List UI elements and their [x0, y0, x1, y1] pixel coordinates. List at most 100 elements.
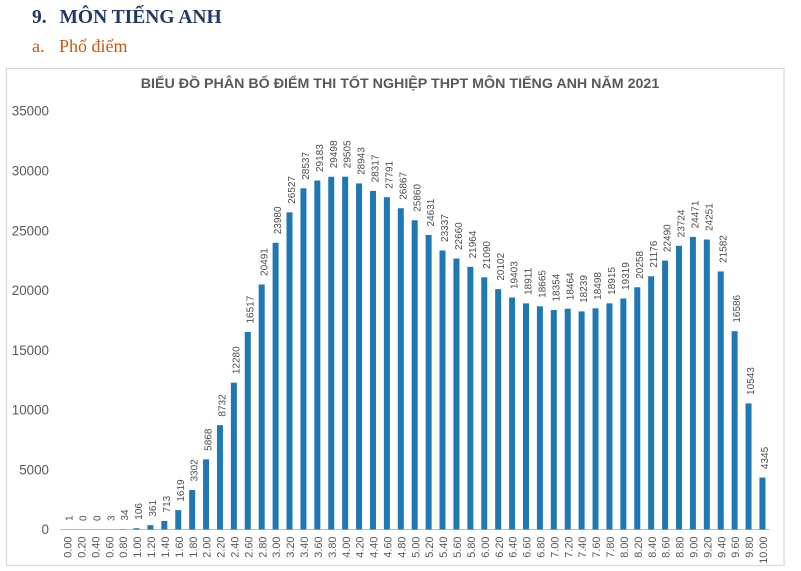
- svg-text:18354: 18354: [551, 273, 562, 301]
- svg-text:19403: 19403: [510, 261, 521, 289]
- svg-text:10.00: 10.00: [758, 537, 770, 564]
- svg-text:20000: 20000: [12, 283, 49, 298]
- svg-text:22490: 22490: [663, 224, 674, 252]
- svg-text:24631: 24631: [426, 198, 437, 226]
- svg-text:12280: 12280: [231, 346, 242, 374]
- svg-text:1.40: 1.40: [160, 537, 172, 558]
- svg-text:1.80: 1.80: [188, 537, 200, 558]
- svg-text:0.00: 0.00: [63, 537, 75, 558]
- svg-text:28317: 28317: [371, 154, 382, 182]
- svg-text:19319: 19319: [621, 262, 632, 290]
- svg-text:35000: 35000: [12, 104, 49, 119]
- svg-text:3.20: 3.20: [285, 537, 297, 558]
- svg-text:4.40: 4.40: [369, 537, 381, 558]
- svg-text:1619: 1619: [176, 479, 187, 502]
- svg-text:8.20: 8.20: [633, 537, 645, 558]
- svg-text:4.80: 4.80: [396, 537, 408, 558]
- svg-text:6.80: 6.80: [536, 537, 548, 558]
- svg-text:25860: 25860: [412, 184, 423, 212]
- svg-text:7.20: 7.20: [563, 537, 575, 558]
- svg-text:8.40: 8.40: [647, 537, 659, 558]
- svg-text:4.60: 4.60: [382, 537, 394, 558]
- svg-text:7.60: 7.60: [591, 537, 603, 558]
- svg-text:0: 0: [78, 515, 89, 521]
- svg-text:29183: 29183: [315, 144, 326, 172]
- svg-text:21582: 21582: [718, 235, 729, 263]
- svg-text:5.20: 5.20: [424, 537, 436, 558]
- svg-text:2.80: 2.80: [257, 537, 269, 558]
- svg-text:18498: 18498: [593, 272, 604, 300]
- svg-text:5.00: 5.00: [410, 537, 422, 558]
- svg-text:106: 106: [134, 503, 145, 520]
- svg-text:10000: 10000: [12, 403, 49, 418]
- svg-text:6.60: 6.60: [522, 537, 534, 558]
- svg-text:20102: 20102: [496, 252, 507, 280]
- svg-text:9.00: 9.00: [689, 537, 701, 558]
- svg-text:23980: 23980: [273, 206, 284, 234]
- svg-text:24251: 24251: [704, 203, 715, 231]
- svg-text:2.00: 2.00: [202, 537, 214, 558]
- svg-text:16517: 16517: [245, 295, 256, 323]
- svg-text:2.20: 2.20: [216, 537, 228, 558]
- svg-text:0: 0: [92, 515, 103, 521]
- svg-text:4.00: 4.00: [341, 537, 353, 558]
- svg-text:24471: 24471: [691, 200, 702, 228]
- svg-text:10543: 10543: [746, 367, 757, 395]
- svg-text:20491: 20491: [259, 248, 270, 276]
- svg-text:0.40: 0.40: [90, 537, 102, 558]
- svg-text:26527: 26527: [287, 176, 298, 204]
- svg-text:7.80: 7.80: [605, 537, 617, 558]
- svg-text:9.60: 9.60: [730, 537, 742, 558]
- svg-text:4345: 4345: [760, 446, 771, 469]
- svg-text:5.60: 5.60: [452, 537, 464, 558]
- svg-text:9.40: 9.40: [716, 537, 728, 558]
- svg-text:0.20: 0.20: [76, 537, 88, 558]
- svg-text:18665: 18665: [538, 270, 549, 298]
- svg-text:20258: 20258: [635, 251, 646, 279]
- svg-text:0.80: 0.80: [118, 537, 130, 558]
- svg-text:26867: 26867: [398, 172, 409, 200]
- svg-text:1.00: 1.00: [132, 537, 144, 558]
- svg-text:3.80: 3.80: [327, 537, 339, 558]
- svg-text:7.40: 7.40: [577, 537, 589, 558]
- svg-text:2.60: 2.60: [243, 537, 255, 558]
- svg-text:15000: 15000: [12, 343, 49, 358]
- svg-text:23337: 23337: [440, 214, 451, 242]
- svg-text:3.40: 3.40: [299, 537, 311, 558]
- svg-text:4.20: 4.20: [355, 537, 367, 558]
- svg-text:713: 713: [162, 495, 173, 512]
- svg-text:21964: 21964: [468, 230, 479, 258]
- svg-text:6.40: 6.40: [508, 537, 520, 558]
- svg-text:8.00: 8.00: [619, 537, 631, 558]
- svg-text:1: 1: [65, 515, 76, 521]
- svg-text:6.00: 6.00: [480, 537, 492, 558]
- svg-text:0: 0: [42, 522, 49, 537]
- svg-text:18464: 18464: [565, 272, 576, 300]
- svg-text:8.60: 8.60: [661, 537, 673, 558]
- svg-text:22660: 22660: [454, 222, 465, 250]
- svg-text:361: 361: [148, 500, 159, 517]
- svg-text:3.60: 3.60: [313, 537, 325, 558]
- svg-text:1.20: 1.20: [146, 537, 158, 558]
- svg-text:18239: 18239: [579, 275, 590, 303]
- svg-text:3302: 3302: [190, 459, 201, 482]
- svg-text:21176: 21176: [649, 240, 660, 268]
- svg-text:18915: 18915: [607, 267, 618, 295]
- svg-text:3.00: 3.00: [271, 537, 283, 558]
- svg-text:18911: 18911: [524, 267, 535, 295]
- svg-text:8.80: 8.80: [675, 537, 687, 558]
- svg-text:3: 3: [106, 515, 117, 521]
- svg-text:16586: 16586: [732, 294, 743, 322]
- svg-text:5.40: 5.40: [438, 537, 450, 558]
- svg-text:21090: 21090: [482, 241, 493, 269]
- svg-text:5000: 5000: [19, 462, 49, 477]
- svg-text:9.20: 9.20: [702, 537, 714, 558]
- svg-text:7.00: 7.00: [549, 537, 561, 558]
- svg-text:28537: 28537: [301, 152, 312, 180]
- svg-text:1.60: 1.60: [174, 537, 186, 558]
- svg-text:6.20: 6.20: [494, 537, 506, 558]
- svg-text:2.40: 2.40: [229, 537, 241, 558]
- svg-text:29505: 29505: [343, 140, 354, 168]
- svg-text:BIỂU ĐỒ PHÂN BỐ ĐIỂM THI TỐT N: BIỂU ĐỒ PHÂN BỐ ĐIỂM THI TỐT NGHIỆP THPT…: [141, 74, 660, 92]
- svg-text:5868: 5868: [204, 428, 215, 451]
